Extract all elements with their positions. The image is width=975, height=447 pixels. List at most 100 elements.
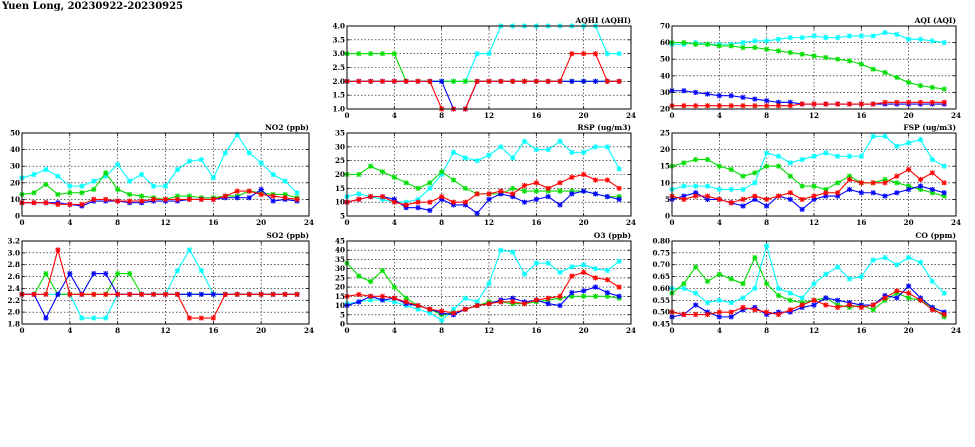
data-point-blue-d2	[616, 293, 622, 299]
data-point-blue-d2	[67, 271, 73, 277]
data-point-red-d2	[67, 291, 73, 297]
data-point-blue-d2	[569, 191, 575, 197]
series-line-cyan	[346, 140, 620, 203]
data-point-red-d2	[127, 291, 133, 297]
data-point-green-d2	[391, 51, 397, 57]
chart-title: AQI (AQI)	[914, 16, 956, 25]
x-tick-label: 4	[717, 111, 722, 120]
data-point-red-d2	[368, 78, 374, 84]
data-point-red-d2	[929, 170, 935, 176]
data-point-red-d2	[918, 99, 923, 105]
data-point-cyan-d2	[929, 157, 935, 163]
chart-rsp: 0 4 8 12 16 20 24 5 10 15 20 25 30 35 RSP (ug/m3)	[335, 123, 636, 227]
data-point-cyan-d2	[681, 183, 687, 189]
data-point-red-d2	[693, 312, 699, 317]
data-point-green-d2	[752, 255, 758, 261]
y-tick-label: 5	[340, 212, 345, 221]
data-point-green-d2	[705, 278, 710, 284]
data-point-green-d2	[764, 281, 770, 287]
data-point-cyan-d2	[918, 259, 923, 265]
data-point-red-d2	[510, 78, 516, 84]
data-point-red-d2	[604, 277, 610, 283]
data-point-cyan-d2	[604, 268, 610, 273]
data-point-red-d2	[139, 198, 145, 204]
chart-aqi: 0 4 8 12 16 20 24 20 30 40 50 60 70 AQI (AQI)	[660, 16, 961, 120]
data-point-red-d2	[858, 101, 864, 107]
data-point-blue-d2	[557, 202, 563, 208]
data-point-blue-d2	[740, 94, 746, 100]
data-point-cyan-d2	[858, 153, 864, 159]
data-point-green-d2	[918, 83, 923, 89]
x-tick-label: 20	[579, 111, 589, 120]
data-point-red-d2	[604, 177, 610, 183]
data-point-cyan-d2	[764, 243, 770, 249]
data-point-green-d2	[847, 58, 852, 64]
data-point-cyan-d2	[906, 36, 912, 42]
y-tick-label: 20	[335, 283, 345, 292]
data-point-blue-d2	[581, 78, 587, 84]
chart-title: SO2 (ppb)	[266, 231, 309, 240]
data-point-red-d2	[906, 99, 912, 105]
chart-title: NO2 (ppb)	[265, 123, 309, 132]
data-point-blue-d2	[894, 190, 900, 196]
data-point-blue-d2	[716, 93, 722, 99]
data-point-cyan-d2	[728, 186, 734, 192]
data-point-red-d2	[569, 174, 575, 180]
data-point-cyan-d2	[569, 264, 575, 270]
data-point-green-d2	[705, 41, 710, 47]
series-line-red	[671, 290, 945, 316]
data-point-green-d2	[55, 191, 61, 197]
data-point-red-d2	[882, 99, 888, 105]
data-point-red-d2	[882, 180, 888, 186]
data-point-green-d2	[604, 293, 610, 299]
data-point-cyan-d2	[186, 247, 192, 253]
data-point-green-d2	[799, 51, 805, 57]
data-point-red-d2	[258, 191, 264, 197]
data-point-red-d2	[835, 190, 841, 196]
data-point-green-d2	[894, 180, 900, 186]
data-point-red-d2	[557, 180, 563, 186]
y-tick-label: 15	[660, 162, 670, 171]
series-green	[344, 163, 622, 200]
data-point-red-d2	[847, 177, 852, 182]
data-point-red-d2	[941, 180, 947, 186]
x-tick-label: 24	[951, 111, 961, 120]
data-point-cyan-d2	[681, 285, 687, 291]
data-point-red-d2	[498, 78, 504, 84]
data-point-red-d2	[368, 194, 374, 200]
data-point-cyan-d2	[462, 295, 468, 301]
data-point-green-d2	[693, 264, 699, 270]
data-point-cyan-d2	[368, 297, 374, 303]
data-point-cyan-d2	[835, 153, 841, 159]
data-point-red-d2	[799, 101, 805, 107]
data-point-red-d2	[427, 306, 433, 312]
data-point-blue-d2	[616, 196, 622, 202]
data-point-green-d2	[557, 188, 563, 194]
data-point-cyan-d2	[486, 280, 492, 286]
data-point-red-d2	[486, 78, 492, 84]
data-point-red-d2	[716, 196, 722, 202]
data-point-cyan-d2	[31, 172, 37, 177]
data-point-red-d2	[705, 193, 710, 199]
data-point-cyan-d2	[616, 166, 622, 172]
data-point-green-d2	[835, 180, 841, 186]
data-point-red-d2	[91, 291, 97, 297]
data-point-cyan-d2	[186, 158, 192, 164]
data-point-red-d2	[918, 177, 923, 182]
y-tick-label: 0.65	[652, 272, 670, 281]
series-red	[344, 171, 622, 208]
data-point-cyan-d2	[91, 315, 97, 321]
data-point-cyan-d2	[752, 180, 758, 186]
data-point-blue-d2	[728, 314, 734, 320]
data-point-red-d2	[681, 312, 687, 317]
y-tick-label: 50	[660, 55, 670, 64]
data-point-cyan-d2	[776, 285, 781, 291]
data-point-red-d2	[941, 99, 947, 105]
data-point-red-d2	[403, 78, 409, 84]
x-tick-label: 4	[717, 218, 722, 227]
data-point-cyan-d2	[728, 300, 734, 306]
data-point-cyan-d2	[462, 155, 468, 161]
x-tick-label: 16	[856, 218, 866, 227]
data-point-green-d2	[716, 163, 722, 169]
